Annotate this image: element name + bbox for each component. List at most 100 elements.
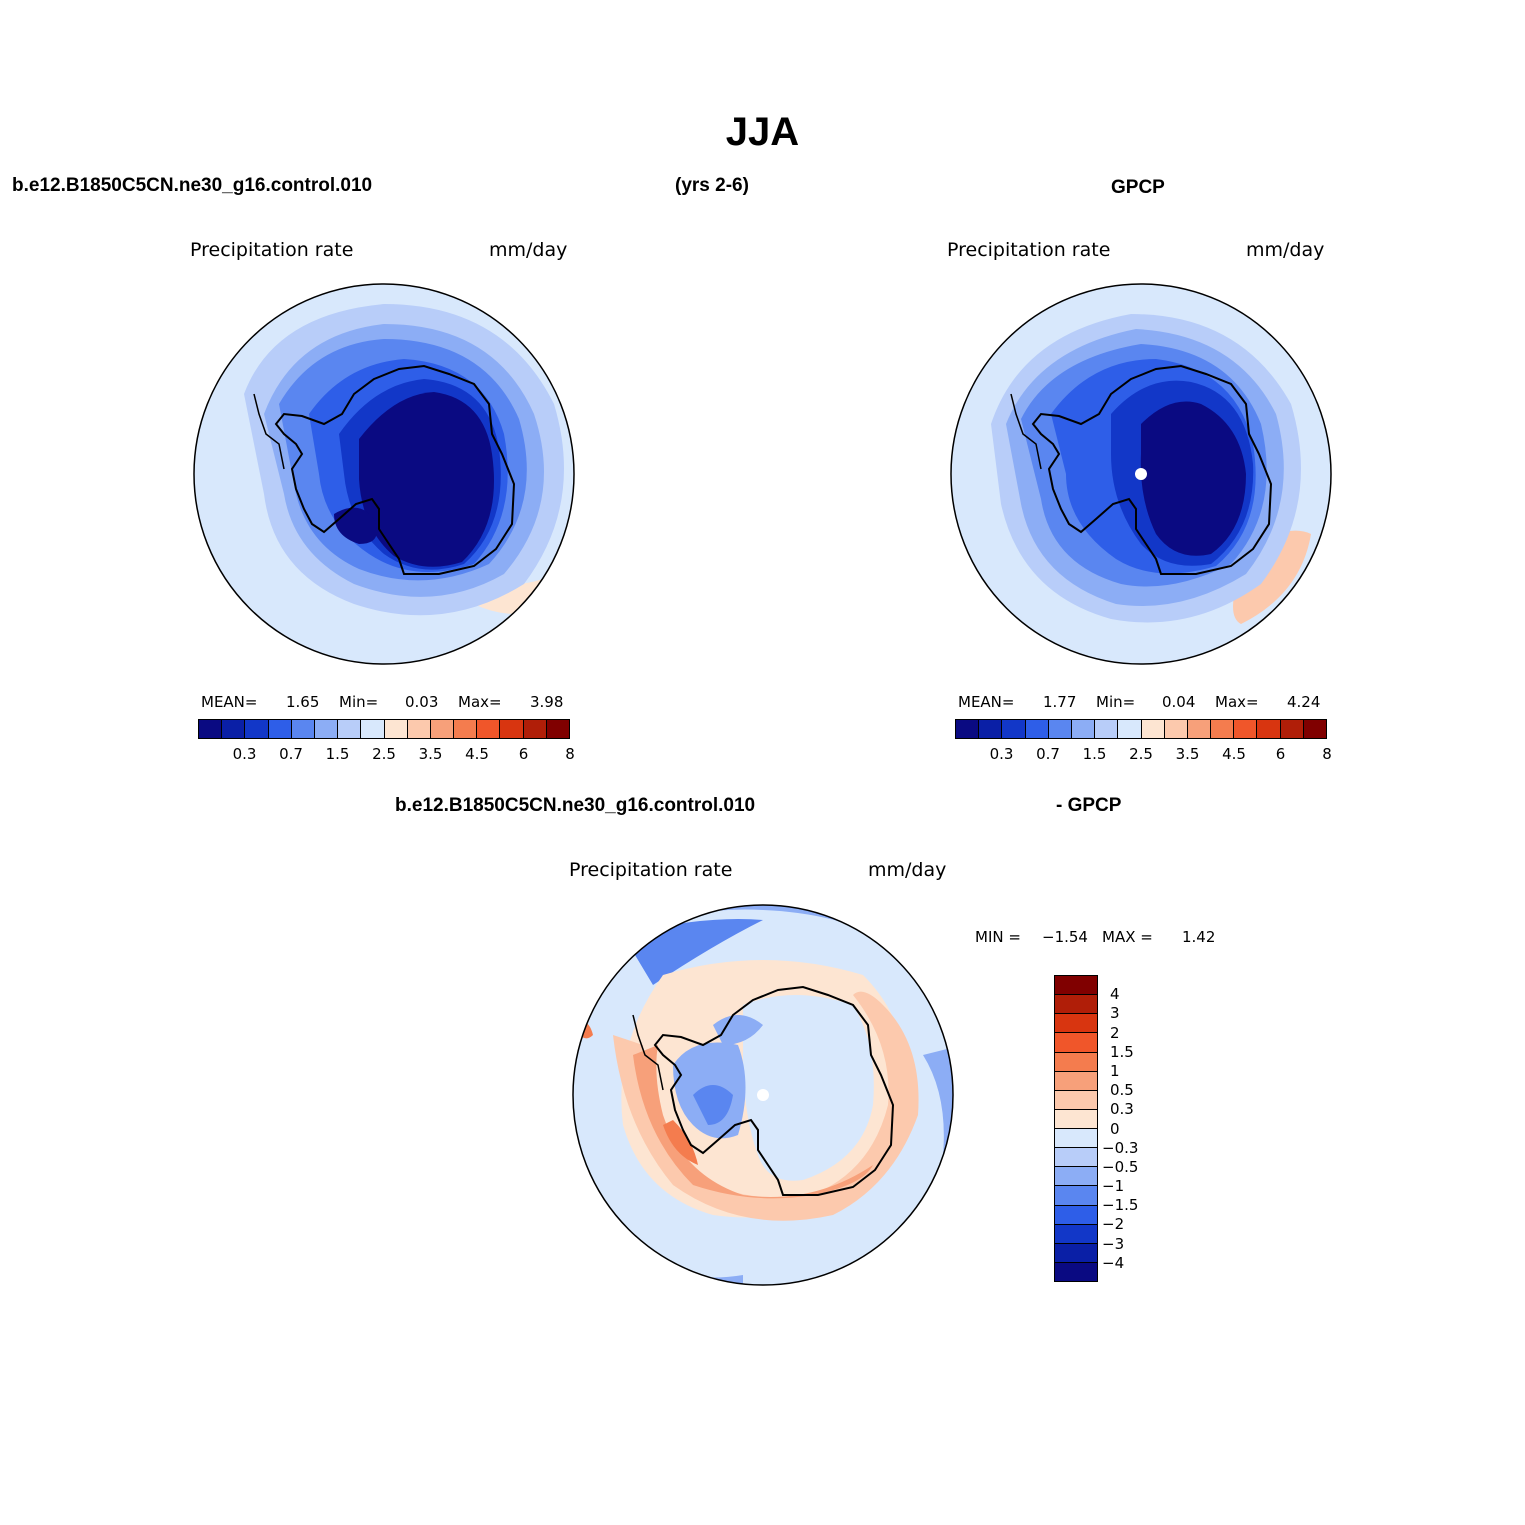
diff-colorbar-swatch	[1055, 1147, 1097, 1167]
panel2-colorbar-tick-label: 0.3	[989, 745, 1014, 763]
panel2-colorbar-swatch	[1210, 720, 1234, 738]
panel2-max-value: 4.24	[1287, 693, 1321, 711]
diff-map	[572, 904, 954, 1286]
obs-name: GPCP	[1111, 177, 1165, 198]
panel2-map	[950, 283, 1332, 665]
figure-title: JJA	[725, 110, 800, 154]
diff-colorbar-labels: 4 3 2 1.5 1 0.5 0.3 0 −0.3 −0.5 −1 −1.5 −2 −3 −4	[1102, 975, 1170, 1282]
panel2-colorbar-tick-label: 6	[1275, 745, 1286, 763]
diff-colorbar-swatch	[1055, 976, 1097, 995]
diff-title-right: - GPCP	[1056, 795, 1122, 816]
panel1-colorbar-swatch	[545, 720, 569, 738]
panel1-colorbar-tick-label: 8	[565, 745, 575, 763]
panel2-colorbar-tick-label: 8	[1322, 745, 1332, 763]
panel2-colorbar-swatch	[1070, 720, 1095, 738]
diff-colorbar-swatch	[1055, 1128, 1097, 1148]
diff-colorbar-swatch	[1055, 1204, 1097, 1224]
diff-colorbar-swatch	[1055, 1013, 1097, 1033]
panel1-max-value: 3.98	[530, 693, 564, 711]
panel1-colorbar-tick-label: 0.3	[232, 745, 257, 763]
panel2-colorbar-swatch	[1001, 720, 1025, 738]
panel1-mean-label: MEAN=	[201, 693, 258, 711]
diff-max-label: MAX =	[1102, 928, 1153, 946]
panel2-colorbar	[955, 719, 1327, 739]
panel1-colorbar-swatch	[244, 720, 268, 738]
panel2-mean-label: MEAN=	[958, 693, 1015, 711]
panel1-colorbar	[198, 719, 570, 739]
panel1-colorbar-swatch	[313, 720, 338, 738]
diff-colorbar-tick-label: −1	[1102, 1177, 1125, 1196]
panel2-colorbar-tick-label: 1.5	[1082, 745, 1107, 763]
diff-colorbar-tick-label: 1	[1110, 1061, 1120, 1080]
diff-colorbar-swatch	[1055, 1070, 1097, 1090]
panel1-map	[193, 283, 575, 665]
panel2-colorbar-swatch	[1140, 720, 1164, 738]
panel1-min-label: Min=	[339, 693, 379, 711]
panel1-colorbar-swatch	[383, 720, 407, 738]
panel1-colorbar-swatch	[337, 720, 361, 738]
diff-colorbar-swatch	[1055, 994, 1097, 1014]
panel2-colorbar-swatch	[1163, 720, 1187, 738]
diff-min-label: MIN =	[975, 928, 1021, 946]
diff-title-left: b.e12.B1850C5CN.ne30_g16.control.010	[395, 795, 756, 816]
diff-max-value: 1.42	[1182, 928, 1216, 946]
panel1-colorbar-labels: 0.3 0.7 1.5 2.5 3.5 4.5 6 8	[198, 745, 575, 765]
panel2-colorbar-tick-label: 0.7	[1036, 745, 1060, 763]
diff-min-value: −1.54	[1042, 928, 1088, 946]
panel1-colorbar-swatch	[453, 720, 477, 738]
diff-colorbar-swatch	[1055, 1223, 1097, 1243]
diff-variable: Precipitation rate	[569, 859, 733, 881]
panel1-colorbar-tick-label: 6	[518, 745, 529, 763]
panel1-colorbar-swatch	[360, 720, 384, 738]
panel1-colorbar-tick-label: 4.5	[465, 745, 489, 763]
panel2-colorbar-swatch	[1117, 720, 1141, 738]
panel2-colorbar-swatch	[1279, 720, 1303, 738]
diff-colorbar	[1054, 975, 1098, 1282]
diff-units: mm/day	[868, 859, 947, 881]
panel2-colorbar-swatch	[1094, 720, 1118, 738]
panel2-variable: Precipitation rate	[947, 239, 1111, 261]
diff-colorbar-swatch	[1055, 1261, 1097, 1281]
diff-colorbar-tick-label: 0.3	[1110, 1100, 1134, 1119]
diff-colorbar-swatch	[1055, 1185, 1097, 1205]
diff-colorbar-swatch	[1055, 1108, 1097, 1128]
panel2-colorbar-swatch	[1302, 720, 1326, 738]
panel2-colorbar-tick-label: 3.5	[1175, 745, 1200, 763]
diff-colorbar-tick-label: −1.5	[1102, 1196, 1139, 1215]
panel2-colorbar-swatch	[956, 720, 979, 738]
panel2-colorbar-swatch	[978, 720, 1002, 738]
panel1-units: mm/day	[489, 239, 568, 261]
diff-colorbar-swatch	[1055, 1242, 1097, 1262]
panel2-colorbar-swatch	[1186, 720, 1211, 738]
panel1-colorbar-tick-label: 0.7	[279, 745, 303, 763]
diff-colorbar-tick-label: 1.5	[1110, 1042, 1134, 1061]
diff-colorbar-swatch	[1055, 1051, 1097, 1071]
panel1-variable: Precipitation rate	[190, 239, 354, 261]
panel1-colorbar-swatch	[406, 720, 430, 738]
panel2-colorbar-swatch	[1047, 720, 1071, 738]
panel1-colorbar-swatch	[221, 720, 245, 738]
diff-colorbar-swatch	[1055, 1032, 1097, 1052]
diff-colorbar-tick-label: −4	[1102, 1253, 1125, 1272]
panel1-colorbar-swatch	[267, 720, 291, 738]
panel1-min-value: 0.03	[405, 693, 439, 711]
panel2-units: mm/day	[1246, 239, 1325, 261]
panel1-colorbar-swatch	[199, 720, 222, 738]
diff-colorbar-tick-label: 0	[1110, 1119, 1120, 1138]
panel1-colorbar-swatch	[499, 720, 523, 738]
diff-colorbar-tick-label: −0.3	[1102, 1138, 1139, 1157]
panel1-colorbar-tick-label: 2.5	[372, 745, 396, 763]
panel2-colorbar-swatch	[1233, 720, 1257, 738]
diff-colorbar-swatch	[1055, 1089, 1097, 1109]
panel1-mean-value: 1.65	[286, 693, 320, 711]
diff-colorbar-tick-label: −3	[1102, 1234, 1125, 1253]
diff-colorbar-tick-label: −2	[1102, 1215, 1125, 1234]
panel1-colorbar-tick-label: 1.5	[325, 745, 350, 763]
panel1-colorbar-swatch	[476, 720, 500, 738]
panel1-colorbar-tick-label: 3.5	[418, 745, 443, 763]
panel2-colorbar-tick-label: 4.5	[1222, 745, 1246, 763]
years-label: (yrs 2-6)	[675, 175, 749, 196]
panel2-max-label: Max=	[1215, 693, 1259, 711]
case-name: b.e12.B1850C5CN.ne30_g16.control.010	[12, 175, 373, 196]
panel1-colorbar-swatch	[290, 720, 314, 738]
